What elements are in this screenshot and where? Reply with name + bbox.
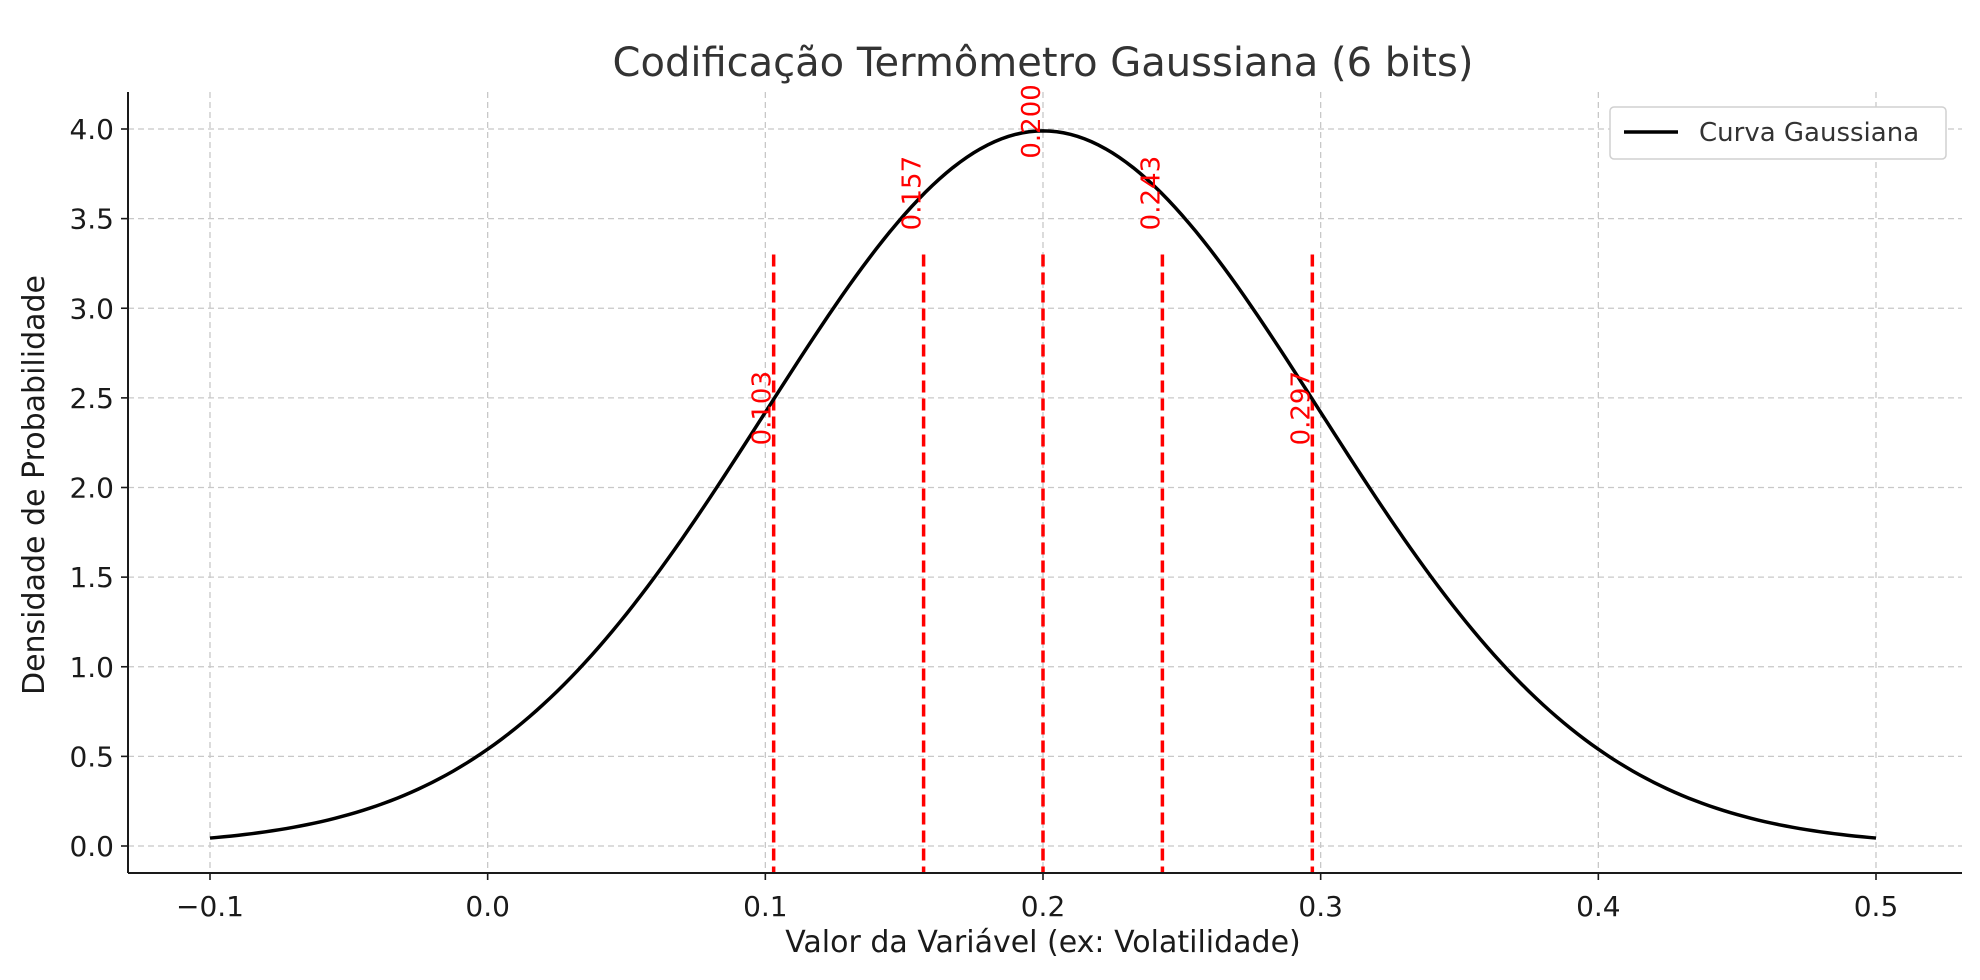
y-tick-label: 0.5 bbox=[69, 740, 114, 773]
y-tick-label: 3.5 bbox=[69, 203, 114, 236]
threshold-label: 0.103 bbox=[748, 371, 778, 445]
threshold-lines bbox=[771, 254, 1315, 873]
x-tick-label: 0.5 bbox=[1854, 890, 1899, 923]
x-tick-label: 0.1 bbox=[743, 890, 788, 923]
threshold-label: 0.243 bbox=[1136, 156, 1166, 230]
y-tick-label: 0.0 bbox=[69, 830, 114, 863]
x-tick-label: −0.1 bbox=[176, 890, 244, 923]
x-tick-label: 0.0 bbox=[465, 890, 510, 923]
y-tick-label: 2.5 bbox=[69, 382, 114, 415]
threshold-label: 0.157 bbox=[898, 156, 928, 230]
chart-title: Codificação Termômetro Gaussiana (6 bits… bbox=[613, 40, 1474, 86]
threshold-label: 0.200 bbox=[1017, 84, 1047, 158]
y-tick-label: 1.0 bbox=[69, 651, 114, 684]
legend-label: Curva Gaussiana bbox=[1699, 118, 1919, 148]
threshold-labels: 0.103 0.157 0.200 0.243 0.297 bbox=[748, 84, 1317, 445]
ticks: −0.1 0.0 0.1 0.2 0.3 0.4 0.5 0.0 0.5 1.0 1.5 2.0 2.5… bbox=[69, 113, 1898, 923]
y-tick-label: 2.0 bbox=[69, 472, 114, 505]
y-tick-label: 1.5 bbox=[69, 561, 114, 594]
axes bbox=[127, 92, 1962, 874]
x-axis-label: Valor da Variável (ex: Volatilidade) bbox=[785, 925, 1301, 960]
x-tick-label: 0.4 bbox=[1576, 890, 1621, 923]
legend: Curva Gaussiana bbox=[1609, 106, 1947, 160]
grid bbox=[128, 92, 1962, 873]
y-tick-label: 3.0 bbox=[69, 292, 114, 325]
threshold-label: 0.297 bbox=[1286, 371, 1316, 445]
series bbox=[209, 129, 1877, 840]
legend-box bbox=[1609, 106, 1947, 160]
gaussian-curve bbox=[209, 129, 1877, 840]
x-tick-label: 0.3 bbox=[1298, 890, 1343, 923]
y-tick-label: 4.0 bbox=[69, 113, 114, 146]
x-tick-label: 0.2 bbox=[1021, 890, 1066, 923]
y-axis-label: Densidade de Probabilidade bbox=[17, 275, 52, 695]
